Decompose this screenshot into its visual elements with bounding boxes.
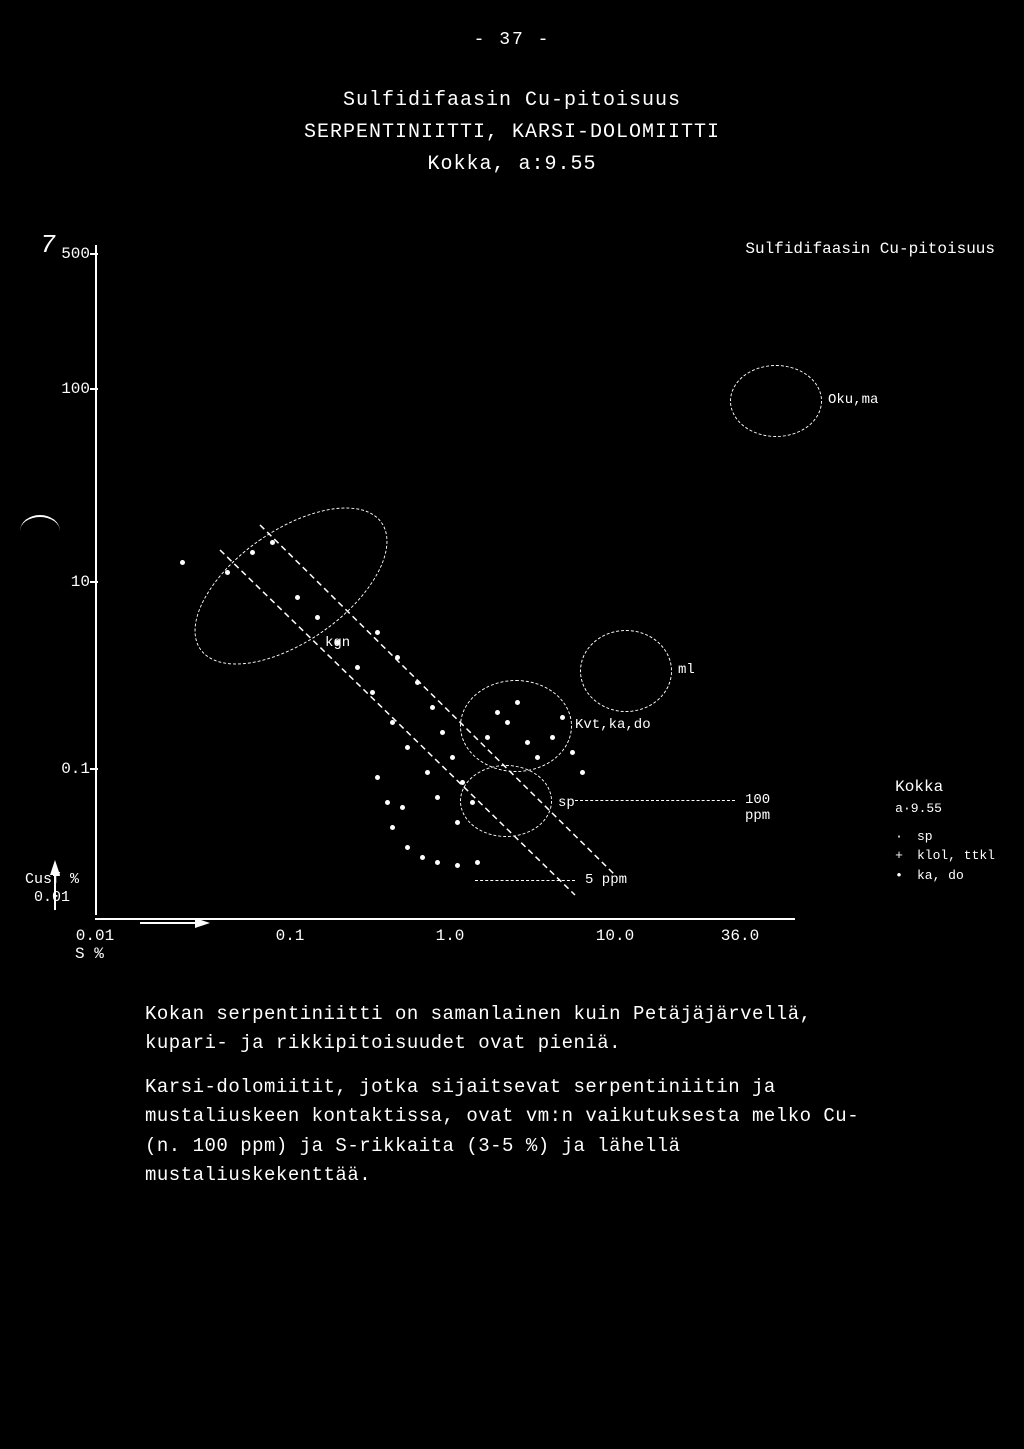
x-arrow-icon: [195, 918, 210, 928]
x-tick: 36.0: [721, 927, 759, 945]
y-axis-label: Cusf % 0.01: [25, 871, 79, 907]
page-number: - 37 -: [474, 30, 551, 50]
legend: Kokka a·9.55 · sp+ klol, ttkl• ka, do: [895, 775, 995, 885]
y-tick: 0.1: [55, 760, 90, 778]
x-axis-label: S %: [75, 945, 104, 963]
x-tick: 0.01: [76, 927, 114, 945]
title-line2: SERPENTINIITTI, KARSI-DOLOMIITTI: [304, 117, 720, 149]
curve-decoration: [20, 515, 60, 547]
y-tick: 500: [55, 245, 90, 263]
y-tick: 100: [55, 380, 90, 398]
y-tick: 10: [55, 573, 90, 591]
paragraph-2: Karsi-dolomiitit, jotka sijaitsevat serp…: [145, 1073, 905, 1191]
legend-item: • ka, do: [895, 866, 995, 886]
region-label-Oku,ma: Oku,ma: [828, 392, 878, 408]
legend-item: + klol, ttkl: [895, 846, 995, 866]
body-text: Kokan serpentiniitti on samanlainen kuin…: [145, 1000, 905, 1205]
x-tick: 1.0: [436, 927, 465, 945]
paragraph-1: Kokan serpentiniitti on samanlainen kuin…: [145, 1000, 905, 1059]
plot-area: Oku,makgnmlKvt,ka,dosp100 ppm5 ppm: [95, 245, 795, 915]
scatter-chart: Sulfidifaasin Cu-pitoisuus 500100100.1 0…: [20, 235, 1000, 955]
legend-title: Kokka: [895, 775, 995, 799]
title-line3: Kokka, a:9.55: [304, 149, 720, 181]
x-tick: 10.0: [596, 927, 634, 945]
x-tick: 0.1: [276, 927, 305, 945]
x-arrow-line: [140, 922, 195, 924]
title-block: Sulfidifaasin Cu-pitoisuus SERPENTINIITT…: [304, 85, 720, 181]
title-line1: Sulfidifaasin Cu-pitoisuus: [304, 85, 720, 117]
legend-subtitle: a·9.55: [895, 799, 995, 819]
legend-item: · sp: [895, 827, 995, 847]
